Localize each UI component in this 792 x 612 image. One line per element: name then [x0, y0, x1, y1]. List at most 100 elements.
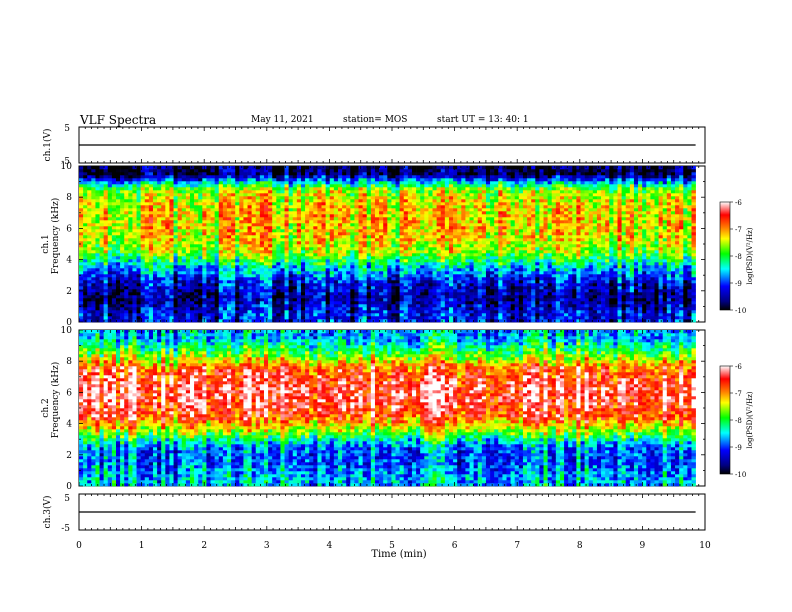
spectrogram-cell — [424, 262, 429, 266]
spectrogram-cell — [272, 169, 277, 173]
spectrogram-cell — [272, 316, 277, 320]
spectrogram-cell — [362, 241, 368, 245]
spectrogram-cell — [144, 256, 150, 260]
spectrogram-cell — [136, 313, 141, 317]
spectrogram-cell — [95, 316, 100, 320]
spectrogram-cell — [235, 289, 240, 293]
spectrogram-cell — [305, 283, 310, 287]
spectrogram-cell — [144, 307, 150, 311]
spectrogram-cell — [342, 256, 347, 260]
spectrogram-cell — [432, 250, 437, 254]
spectrogram-cell — [268, 166, 273, 170]
spectrogram-cell — [210, 292, 215, 296]
spectrogram-cell — [103, 175, 109, 179]
spectrogram-cell — [263, 175, 269, 179]
spectrogram-cell — [259, 304, 265, 308]
spectrogram-cell — [424, 265, 429, 269]
spectrogram-cell — [317, 241, 322, 245]
spectrogram-cell — [337, 223, 343, 227]
spectrogram-cell — [305, 166, 310, 170]
spectrogram-cell — [268, 223, 273, 227]
spectrogram-cell — [132, 289, 137, 293]
spectrogram-cell — [181, 193, 187, 197]
spectrogram-cell — [169, 283, 174, 287]
spectrogram-cell — [173, 205, 178, 209]
spectrogram-cell — [354, 262, 359, 266]
spectrogram-cell — [432, 241, 437, 245]
spectrogram-cell — [181, 208, 187, 212]
spectrogram-cell — [239, 310, 244, 314]
spectrogram-cell — [391, 199, 396, 203]
spectrogram-cell — [251, 283, 257, 287]
spectrogram-cell — [457, 310, 462, 314]
spectrogram-cell — [103, 247, 109, 251]
spectrogram-cell — [263, 169, 269, 173]
spectrogram-cell — [379, 247, 384, 251]
spectrogram-cell — [428, 166, 433, 170]
spectrogram-cell — [300, 166, 306, 170]
spectrogram-cell — [206, 304, 211, 308]
spectrogram-cell — [169, 259, 174, 263]
spectrogram-cell — [444, 196, 450, 200]
spectrogram-cell — [169, 226, 174, 230]
spectrogram-cell — [144, 289, 150, 293]
spectrogram-cell — [247, 277, 252, 281]
spectrogram-cell — [317, 169, 322, 173]
spectrogram-cell — [403, 253, 409, 257]
spectrogram-cell — [288, 184, 294, 188]
spectrogram-cell — [243, 265, 248, 269]
spectrogram-cell — [144, 172, 150, 176]
spectrogram-cell — [461, 268, 466, 272]
spectrogram-cell — [424, 259, 429, 263]
spectrogram-cell — [132, 259, 137, 263]
spectrogram-cell — [366, 235, 372, 239]
spectrogram-cell — [222, 289, 228, 293]
spectrogram-cell — [420, 253, 425, 257]
spectrogram-cell — [116, 271, 121, 275]
spectrogram-cell — [243, 319, 248, 323]
spectrogram-cell — [300, 301, 306, 305]
spectrogram-cell — [329, 274, 335, 278]
spectrogram-cell — [358, 220, 363, 224]
spectrogram-cell — [428, 238, 433, 242]
spectrogram-cell — [222, 196, 228, 200]
spectrogram-cell — [222, 178, 228, 182]
spectrogram-cell — [268, 226, 273, 230]
spectrogram-cell — [120, 187, 125, 191]
spectrogram-cell — [370, 220, 376, 224]
spectrogram-cell — [226, 262, 232, 266]
spectrogram-cell — [111, 235, 117, 239]
spectrogram-cell — [280, 313, 285, 317]
spectrogram-cell — [218, 178, 224, 182]
spectrogram-cell — [432, 214, 437, 218]
spectrogram-cell — [379, 271, 384, 275]
spectrogram-cell — [280, 298, 285, 302]
header-date: May 11, 2021 — [251, 115, 314, 125]
spectrogram-cell — [148, 283, 154, 287]
spectrogram-cell — [161, 259, 166, 263]
spectrogram-cell — [116, 286, 121, 290]
spectrogram-cell — [284, 253, 289, 257]
spectrogram-cell — [169, 256, 174, 260]
spectrogram-cell — [206, 310, 211, 314]
spectrogram-cell — [354, 166, 359, 170]
spectrogram-cell — [444, 166, 450, 170]
spectrogram-cell — [189, 226, 195, 230]
spectrogram-cell — [337, 166, 343, 170]
spectrogram-cell — [247, 238, 252, 242]
spectrogram-cell — [259, 289, 265, 293]
spectrogram-cell — [448, 178, 454, 182]
spectrogram-cell — [395, 178, 400, 182]
spectrogram-cell — [128, 298, 133, 302]
spectrogram-cell — [428, 310, 433, 314]
spectrogram-cell — [272, 262, 277, 266]
spectrogram-cell — [91, 316, 96, 320]
spectrogram-cell — [407, 181, 413, 185]
spectrogram-cell — [185, 187, 191, 191]
spectrogram-cell — [231, 178, 236, 182]
spectrogram-cell — [157, 169, 162, 173]
spectrogram-cell — [296, 202, 302, 206]
spectrogram-cell — [288, 289, 294, 293]
spectrogram-cell — [111, 223, 117, 227]
spectrogram-cell — [165, 196, 170, 200]
